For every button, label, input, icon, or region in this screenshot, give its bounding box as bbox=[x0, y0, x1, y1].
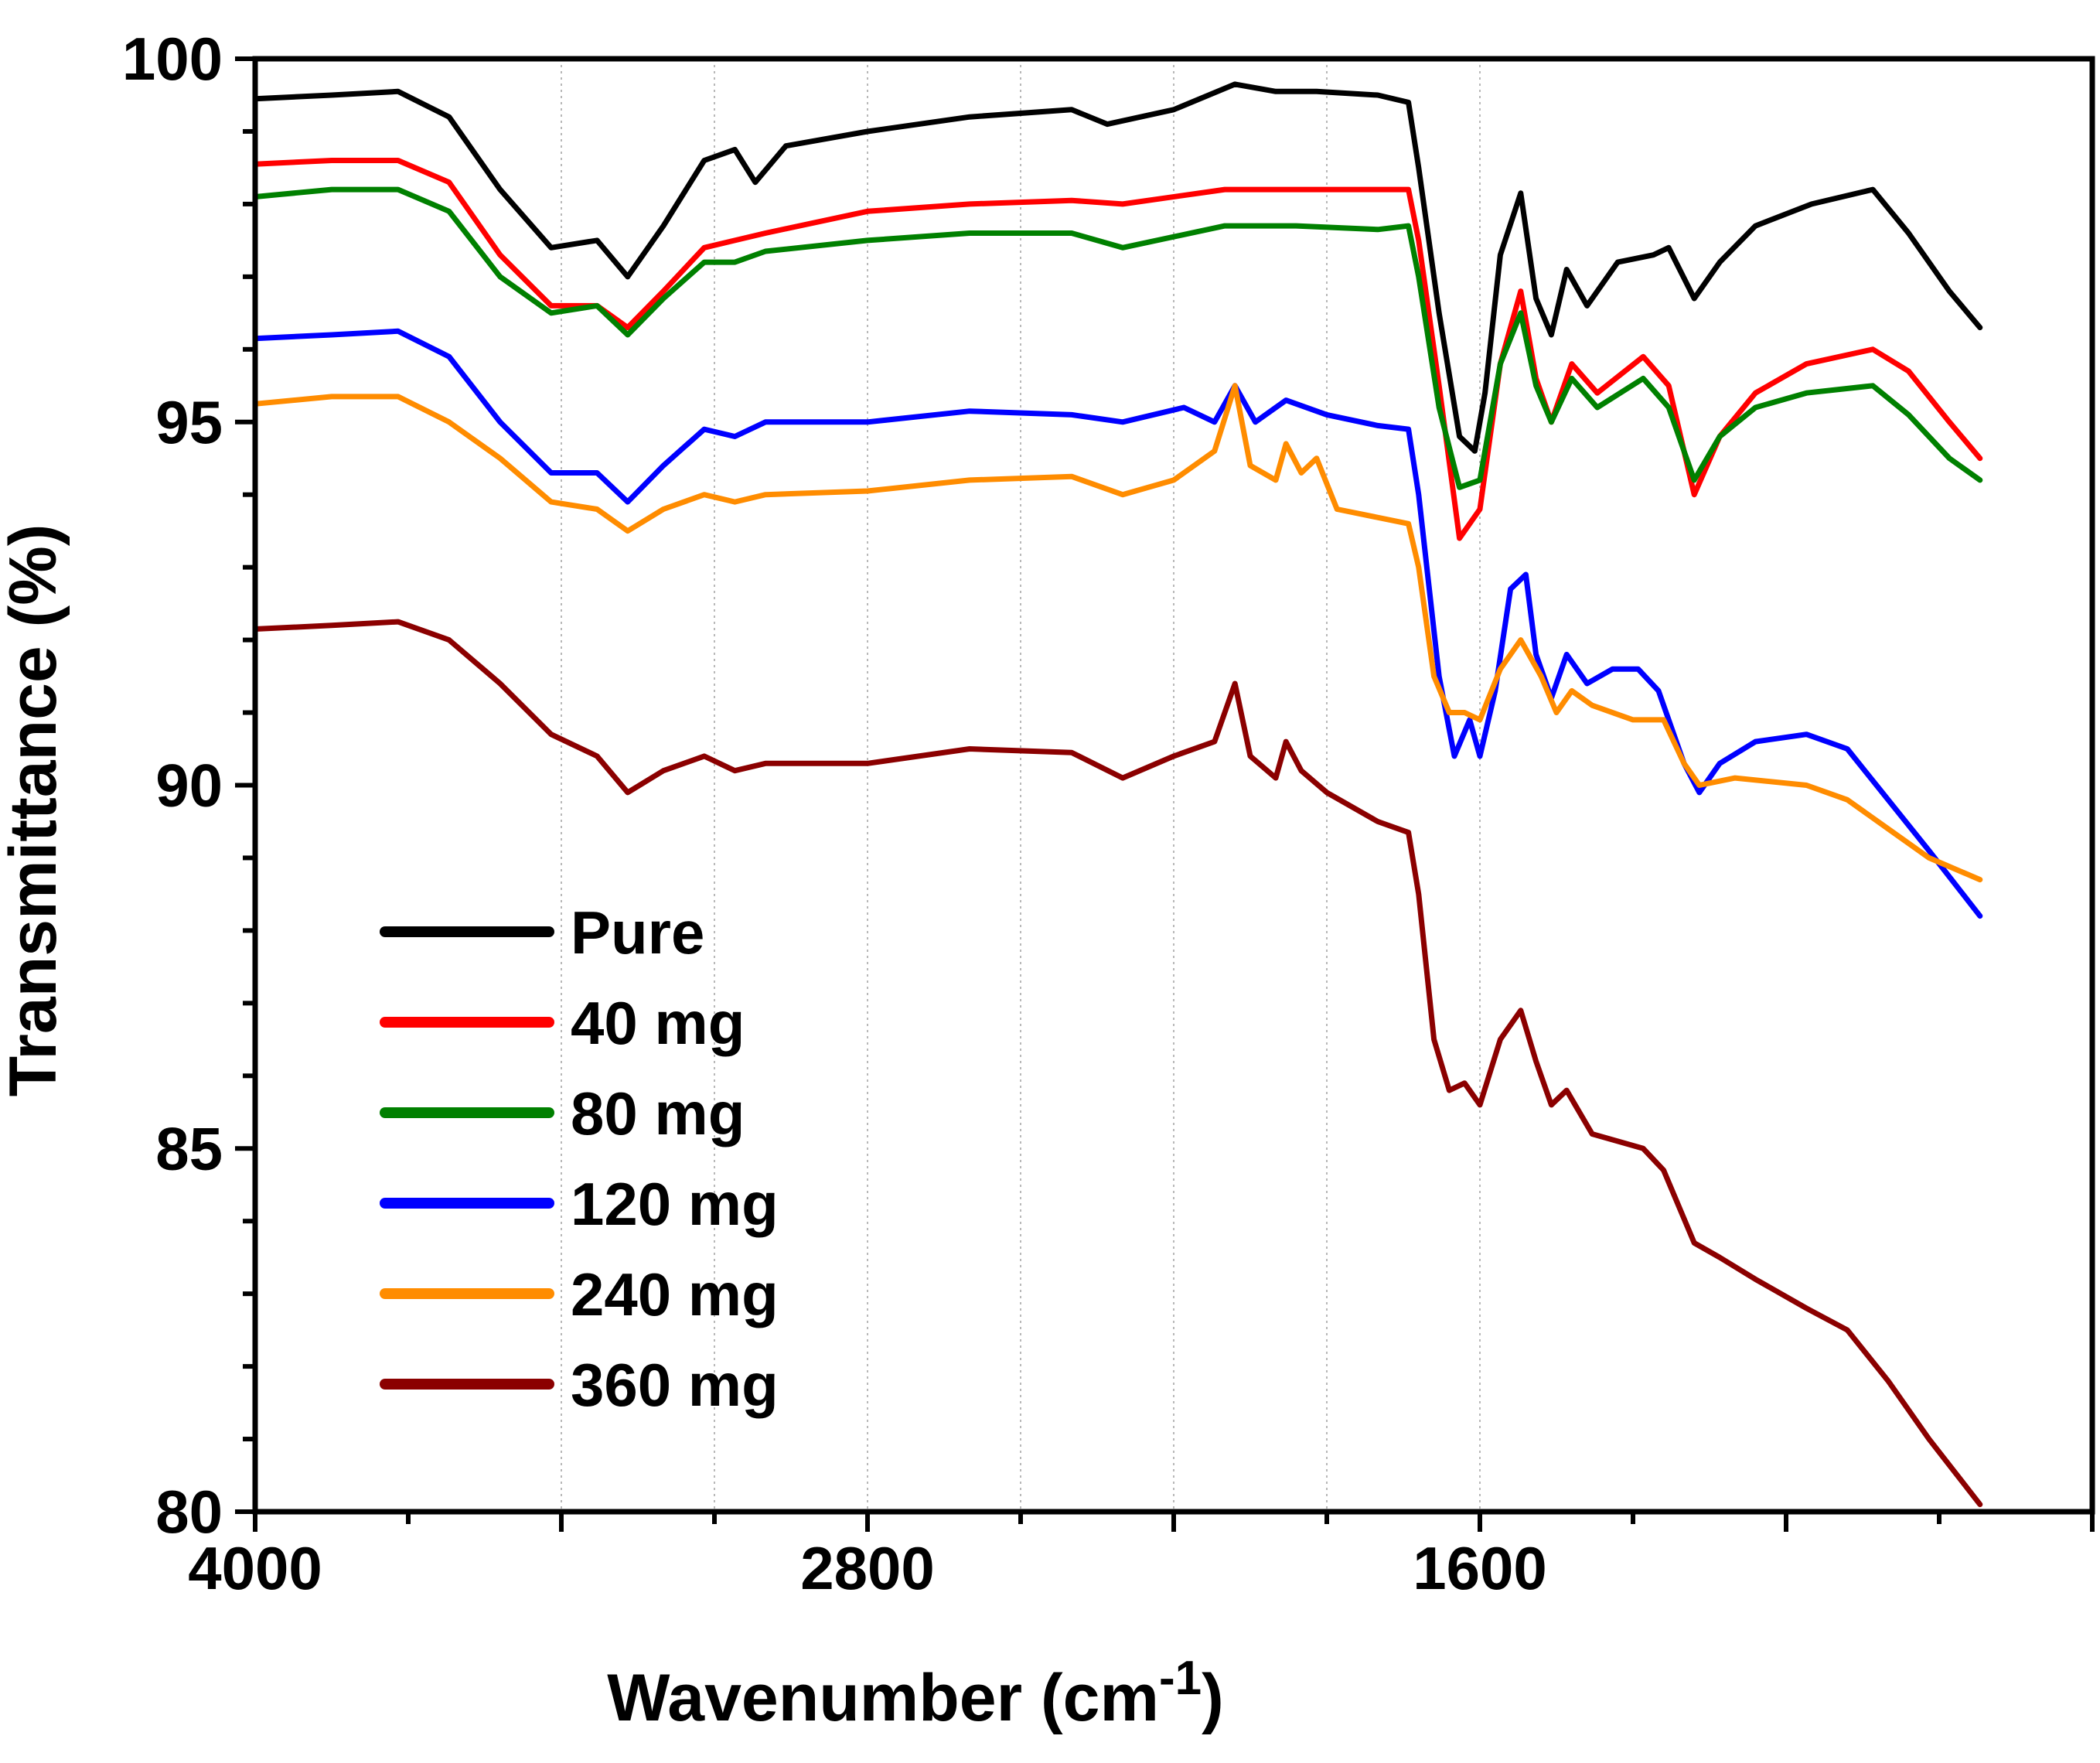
legend-label-40-mg: 40 mg bbox=[571, 989, 745, 1057]
series-line-360-mg bbox=[252, 619, 1983, 1508]
grid-lines bbox=[561, 59, 1481, 1512]
axis-ticks bbox=[235, 56, 2095, 1532]
x-axis-title-close: ) bbox=[1202, 1661, 1224, 1735]
legend-label-120-mg: 120 mg bbox=[571, 1170, 779, 1238]
series-lines bbox=[252, 81, 1983, 1508]
y-tick-label-100: 100 bbox=[122, 25, 223, 93]
x-axis-title-main: Wavenumber (cm bbox=[607, 1661, 1159, 1735]
legend-label-240-mg: 240 mg bbox=[571, 1260, 779, 1328]
series-line-240-mg bbox=[252, 383, 1983, 883]
legend-label-pure: Pure bbox=[571, 899, 704, 967]
y-axis-title: Transmittance (%) bbox=[0, 524, 70, 1097]
legend-label-80-mg: 80 mg bbox=[571, 1079, 745, 1147]
y-tick-label-80: 80 bbox=[155, 1478, 223, 1546]
tick-labels: 4000 2800 1600 100 95 90 85 80 bbox=[122, 25, 1547, 1602]
x-tick-label-4000: 4000 bbox=[188, 1534, 322, 1602]
x-axis-title: Wavenumber (cm-1) bbox=[607, 1652, 1223, 1735]
legend: Pure 40 mg 80 mg 120 mg 240 mg 360 mg bbox=[380, 899, 779, 1419]
series-line-pure bbox=[252, 81, 1983, 454]
x-tick-label-2800: 2800 bbox=[800, 1534, 935, 1602]
series-line-40-mg bbox=[252, 158, 1983, 541]
y-tick-label-85: 85 bbox=[155, 1114, 223, 1182]
x-tick-label-1600: 1600 bbox=[1413, 1534, 1547, 1602]
y-tick-label-90: 90 bbox=[155, 752, 223, 820]
series-line-120-mg bbox=[252, 328, 1983, 919]
legend-label-360-mg: 360 mg bbox=[571, 1351, 779, 1419]
series-line-80-mg bbox=[252, 186, 1983, 490]
x-axis-title-sup: -1 bbox=[1159, 1652, 1202, 1705]
y-tick-label-95: 95 bbox=[155, 388, 223, 456]
